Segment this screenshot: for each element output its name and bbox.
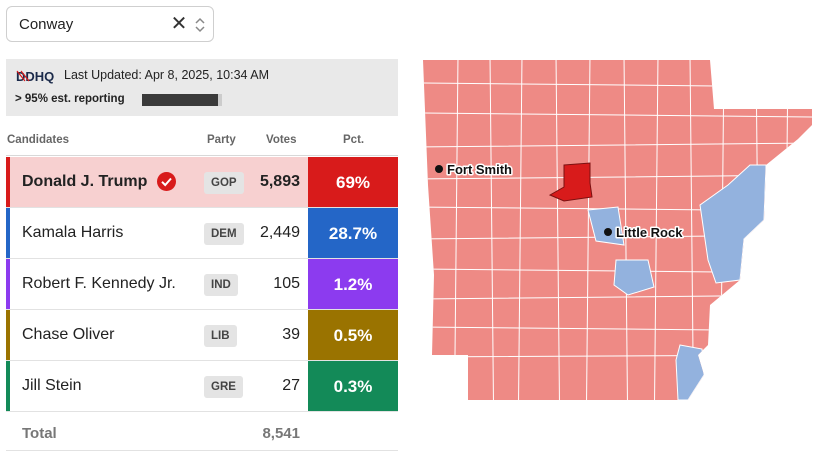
ddhq-logo: DDHQ — [16, 69, 54, 84]
candidate-name: Chase Oliver — [22, 326, 115, 343]
svg-text:DDHQ: DDHQ — [16, 69, 54, 84]
vote-count: 27 — [282, 377, 300, 394]
vote-percent: 0.5% — [308, 310, 398, 360]
total-votes: 8,541 — [262, 425, 300, 442]
table-row: Jill Stein GRE 27 0.3% — [6, 361, 398, 412]
candidate-name: Donald J. Trump — [22, 173, 148, 190]
table-row: Kamala Harris DEM 2,449 28.7% — [6, 208, 398, 259]
header-pct: Pct. — [343, 134, 365, 146]
reporting-progress-fill — [142, 94, 218, 106]
vote-percent: 1.2% — [308, 259, 398, 309]
status-panel: DDHQ Last Updated: Apr 8, 2025, 10:34 AM… — [6, 59, 398, 116]
header-divider — [6, 155, 398, 156]
close-icon[interactable]: ✕ — [170, 13, 188, 35]
party-badge: GOP — [204, 172, 244, 194]
city-label: Fort Smith — [447, 162, 512, 177]
header-candidates: Candidates — [7, 134, 69, 146]
candidate-name: Jill Stein — [22, 377, 82, 394]
party-badge: DEM — [204, 223, 244, 245]
dem-counties — [587, 164, 767, 400]
winner-check-icon — [157, 172, 176, 191]
party-badge: GRE — [204, 376, 243, 398]
reporting-progress-bar — [142, 94, 222, 106]
table-row: Chase Oliver LIB 39 0.5% — [6, 310, 398, 361]
total-divider — [6, 450, 398, 451]
vote-count: 5,893 — [259, 173, 300, 190]
last-updated-text: Last Updated: Apr 8, 2025, 10:34 AM — [64, 68, 270, 82]
county-select[interactable]: Conway ✕ — [6, 6, 214, 42]
city-label: Little Rock — [616, 225, 683, 240]
party-badge: IND — [204, 274, 238, 296]
party-stripe — [6, 259, 10, 309]
party-stripe — [6, 208, 10, 258]
vote-count: 39 — [282, 326, 300, 343]
county-results-map[interactable]: Fort Smith Little Rock — [418, 55, 818, 455]
table-row: Robert F. Kennedy Jr. IND 105 1.2% — [6, 259, 398, 310]
candidate-name: Kamala Harris — [22, 224, 124, 241]
total-label: Total — [22, 425, 57, 442]
city-marker-little-rock: Little Rock — [604, 224, 685, 242]
vote-percent: 28.7% — [308, 208, 398, 258]
candidate-name: Robert F. Kennedy Jr. — [22, 275, 176, 292]
county-select-value: Conway — [19, 16, 74, 33]
header-party: Party — [207, 134, 236, 146]
city-marker-fort-smith: Fort Smith — [435, 161, 514, 179]
vote-percent: 0.3% — [308, 361, 398, 411]
party-stripe — [6, 361, 10, 411]
table-row: Donald J. Trump GOP 5,893 69% — [6, 157, 398, 208]
reporting-label: > 95% est. reporting — [15, 93, 125, 105]
party-stripe — [6, 157, 10, 207]
chevron-updown-icon[interactable] — [193, 15, 207, 35]
vote-percent: 69% — [308, 157, 398, 207]
selected-county-conway[interactable] — [548, 162, 593, 202]
vote-count: 105 — [273, 275, 300, 292]
party-stripe — [6, 310, 10, 360]
vote-count: 2,449 — [259, 224, 300, 241]
header-votes: Votes — [266, 134, 297, 146]
party-badge: LIB — [204, 325, 237, 347]
